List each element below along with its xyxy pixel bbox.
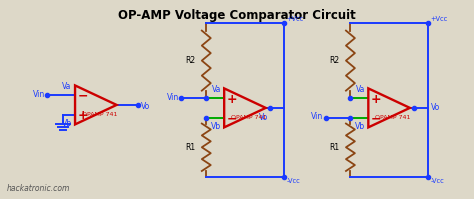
Text: R2: R2 [329, 56, 339, 65]
Text: −: − [227, 112, 237, 125]
Text: OPAMP 741: OPAMP 741 [231, 115, 266, 120]
Text: −: − [371, 112, 382, 125]
Text: +Vcc: +Vcc [287, 16, 304, 22]
Text: Va: Va [63, 82, 72, 91]
Text: R1: R1 [329, 143, 339, 152]
Text: -Vcc: -Vcc [431, 178, 445, 184]
Text: Vin: Vin [167, 93, 180, 102]
Text: Vo: Vo [259, 113, 268, 122]
Text: hackatronic.com: hackatronic.com [6, 184, 70, 193]
Text: Va: Va [211, 85, 221, 94]
Text: Vo: Vo [140, 102, 150, 111]
Text: Vo: Vo [431, 103, 440, 112]
Text: Vb: Vb [211, 122, 221, 131]
Text: Va: Va [356, 85, 365, 94]
Text: −: − [78, 90, 88, 103]
Text: +: + [371, 93, 382, 106]
Text: OPAMP 741: OPAMP 741 [375, 115, 411, 120]
Text: OP-AMP Voltage Comparator Circuit: OP-AMP Voltage Comparator Circuit [118, 9, 356, 22]
Text: +: + [227, 93, 237, 106]
Text: R1: R1 [185, 143, 195, 152]
Text: OPAMP 741: OPAMP 741 [82, 112, 118, 117]
Text: R2: R2 [185, 56, 195, 65]
Text: Vb: Vb [356, 122, 365, 131]
Text: +: + [78, 109, 88, 122]
Text: Vb: Vb [62, 119, 72, 128]
Text: +Vcc: +Vcc [431, 16, 448, 22]
Text: Vin: Vin [311, 112, 324, 121]
Text: Vin: Vin [33, 90, 45, 99]
Text: -Vcc: -Vcc [287, 178, 301, 184]
